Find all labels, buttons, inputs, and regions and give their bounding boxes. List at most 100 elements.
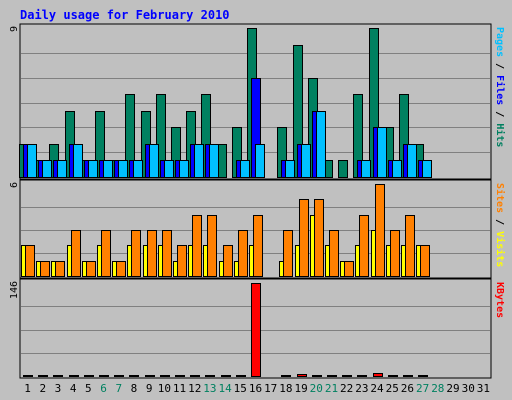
bar-pages-day-24 bbox=[377, 127, 387, 178]
bar-kbytes-day-15 bbox=[236, 375, 246, 377]
series-label-segment: / bbox=[494, 57, 505, 75]
bar-kbytes-day-20 bbox=[312, 375, 322, 377]
x-tick-label: 9 bbox=[146, 382, 153, 395]
bar-pages-day-23 bbox=[361, 160, 371, 178]
bar-pages-day-11 bbox=[179, 160, 189, 178]
x-tick-label: 3 bbox=[55, 382, 62, 395]
bar-kbytes-day-7 bbox=[114, 375, 124, 377]
bar-pages-day-26 bbox=[407, 144, 417, 178]
bar-kbytes-day-13 bbox=[205, 375, 215, 377]
series-label-segment: / bbox=[494, 105, 505, 123]
x-tick-label: 4 bbox=[70, 382, 77, 395]
bar-sites-day-23 bbox=[359, 215, 369, 277]
bar-kbytes-day-2 bbox=[38, 375, 48, 377]
bar-sites-day-10 bbox=[162, 230, 172, 277]
bar-sites-day-4 bbox=[71, 230, 81, 277]
bar-pages-day-25 bbox=[392, 160, 402, 178]
bar-pages-day-20 bbox=[316, 111, 326, 178]
bar-pages-day-18 bbox=[285, 160, 295, 178]
x-tick-label: 1 bbox=[24, 382, 31, 395]
x-tick-label: 16 bbox=[249, 382, 262, 395]
bar-sites-day-18 bbox=[283, 230, 293, 277]
bar-kbytes-day-27 bbox=[418, 375, 428, 377]
panel-kbytes: 146 KBytes bbox=[9, 278, 505, 379]
bar-sites-day-7 bbox=[116, 261, 126, 277]
bar-pages-day-6 bbox=[103, 160, 113, 178]
x-tick-label: 24 bbox=[370, 382, 384, 395]
bar-sites-day-3 bbox=[55, 261, 65, 277]
bar-sites-day-25 bbox=[390, 230, 400, 277]
bar-sites-day-21 bbox=[329, 230, 339, 277]
x-tick-label: 13 bbox=[203, 382, 216, 395]
bar-sites-day-12 bbox=[192, 215, 202, 277]
bar-kbytes-day-12 bbox=[190, 375, 200, 377]
panel-series-label: Pages / Files / Hits bbox=[494, 27, 506, 147]
x-tick-label: 29 bbox=[446, 382, 459, 395]
chart-title: Daily usage for February 2010 bbox=[20, 8, 230, 22]
x-tick-label: 21 bbox=[325, 382, 338, 395]
panel-max-label: 146 bbox=[9, 281, 20, 299]
bar-sites-day-9 bbox=[147, 230, 157, 277]
series-label-segment: Files bbox=[494, 75, 506, 105]
bar-kbytes-day-10 bbox=[160, 375, 170, 377]
x-tick-label: 6 bbox=[100, 382, 107, 395]
bar-kbytes-day-6 bbox=[99, 375, 109, 377]
x-tick-label: 5 bbox=[85, 382, 92, 395]
bar-kbytes-day-24 bbox=[373, 373, 383, 377]
series-label-segment: Visits bbox=[494, 231, 506, 267]
bar-pages-day-19 bbox=[301, 144, 311, 178]
x-tick-label: 8 bbox=[131, 382, 138, 395]
bar-kbytes-day-21 bbox=[327, 375, 337, 377]
bar-sites-day-22 bbox=[344, 261, 354, 277]
bar-sites-day-5 bbox=[86, 261, 96, 277]
bar-sites-day-27 bbox=[420, 245, 430, 277]
bar-kbytes-day-3 bbox=[53, 375, 63, 377]
bar-sites-day-24 bbox=[375, 184, 385, 277]
bar-sites-day-20 bbox=[314, 199, 324, 277]
x-tick-label: 30 bbox=[462, 382, 475, 395]
bar-sites-day-6 bbox=[101, 230, 111, 277]
x-tick-label: 10 bbox=[158, 382, 171, 395]
x-tick-label: 26 bbox=[401, 382, 414, 395]
bar-pages-day-7 bbox=[118, 160, 128, 178]
bar-sites-day-26 bbox=[405, 215, 415, 277]
x-tick-label: 11 bbox=[173, 382, 186, 395]
x-tick-label: 17 bbox=[264, 382, 277, 395]
bar-kbytes-day-14 bbox=[221, 375, 231, 377]
x-tick-label: 7 bbox=[115, 382, 122, 395]
bar-kbytes-day-11 bbox=[175, 375, 185, 377]
bar-pages-day-27 bbox=[422, 160, 432, 178]
bar-pages-day-12 bbox=[194, 144, 204, 178]
x-tick-label: 12 bbox=[188, 382, 201, 395]
bar-pages-day-3 bbox=[57, 160, 67, 178]
bar-sites-day-2 bbox=[40, 261, 50, 277]
bar-kbytes-day-4 bbox=[69, 375, 79, 377]
x-tick-label: 22 bbox=[340, 382, 353, 395]
x-axis-tick-labels: 1 2 3 4 5 6 7 8 9 10 11 12 13 14 15 16 17 18 19 20 21 22 23 24 2… bbox=[24, 382, 490, 395]
bar-kbytes-day-9 bbox=[145, 375, 155, 377]
bar-kbytes-day-22 bbox=[342, 375, 352, 377]
x-tick-label: 2 bbox=[39, 382, 46, 395]
x-tick-label: 19 bbox=[294, 382, 307, 395]
series-label-segment: Pages bbox=[494, 27, 505, 57]
bar-kbytes-day-16 bbox=[251, 283, 261, 377]
series-label-segment: Sites bbox=[494, 183, 506, 213]
x-tick-label: 18 bbox=[279, 382, 292, 395]
bar-pages-day-2 bbox=[42, 160, 52, 178]
panel-series-label: Sites / Visits bbox=[494, 183, 506, 267]
x-tick-label: 23 bbox=[355, 382, 368, 395]
bar-pages-day-5 bbox=[88, 160, 98, 178]
chart-panels: 9 Pages / Files / Hits 6 Sites / Visits 146 K… bbox=[9, 23, 506, 379]
x-tick-label: 25 bbox=[386, 382, 399, 395]
bar-kbytes-day-1 bbox=[23, 375, 33, 377]
bar-kbytes-day-8 bbox=[129, 375, 139, 377]
bar-sites-day-16 bbox=[253, 215, 263, 277]
bar-hits-day-22 bbox=[338, 160, 348, 178]
x-tick-label: 28 bbox=[431, 382, 444, 395]
bar-sites-day-11 bbox=[177, 245, 187, 277]
bar-kbytes-day-19 bbox=[297, 374, 307, 377]
bar-kbytes-day-26 bbox=[403, 375, 413, 377]
bar-kbytes-day-18 bbox=[281, 375, 291, 377]
bar-kbytes-day-5 bbox=[84, 375, 94, 377]
